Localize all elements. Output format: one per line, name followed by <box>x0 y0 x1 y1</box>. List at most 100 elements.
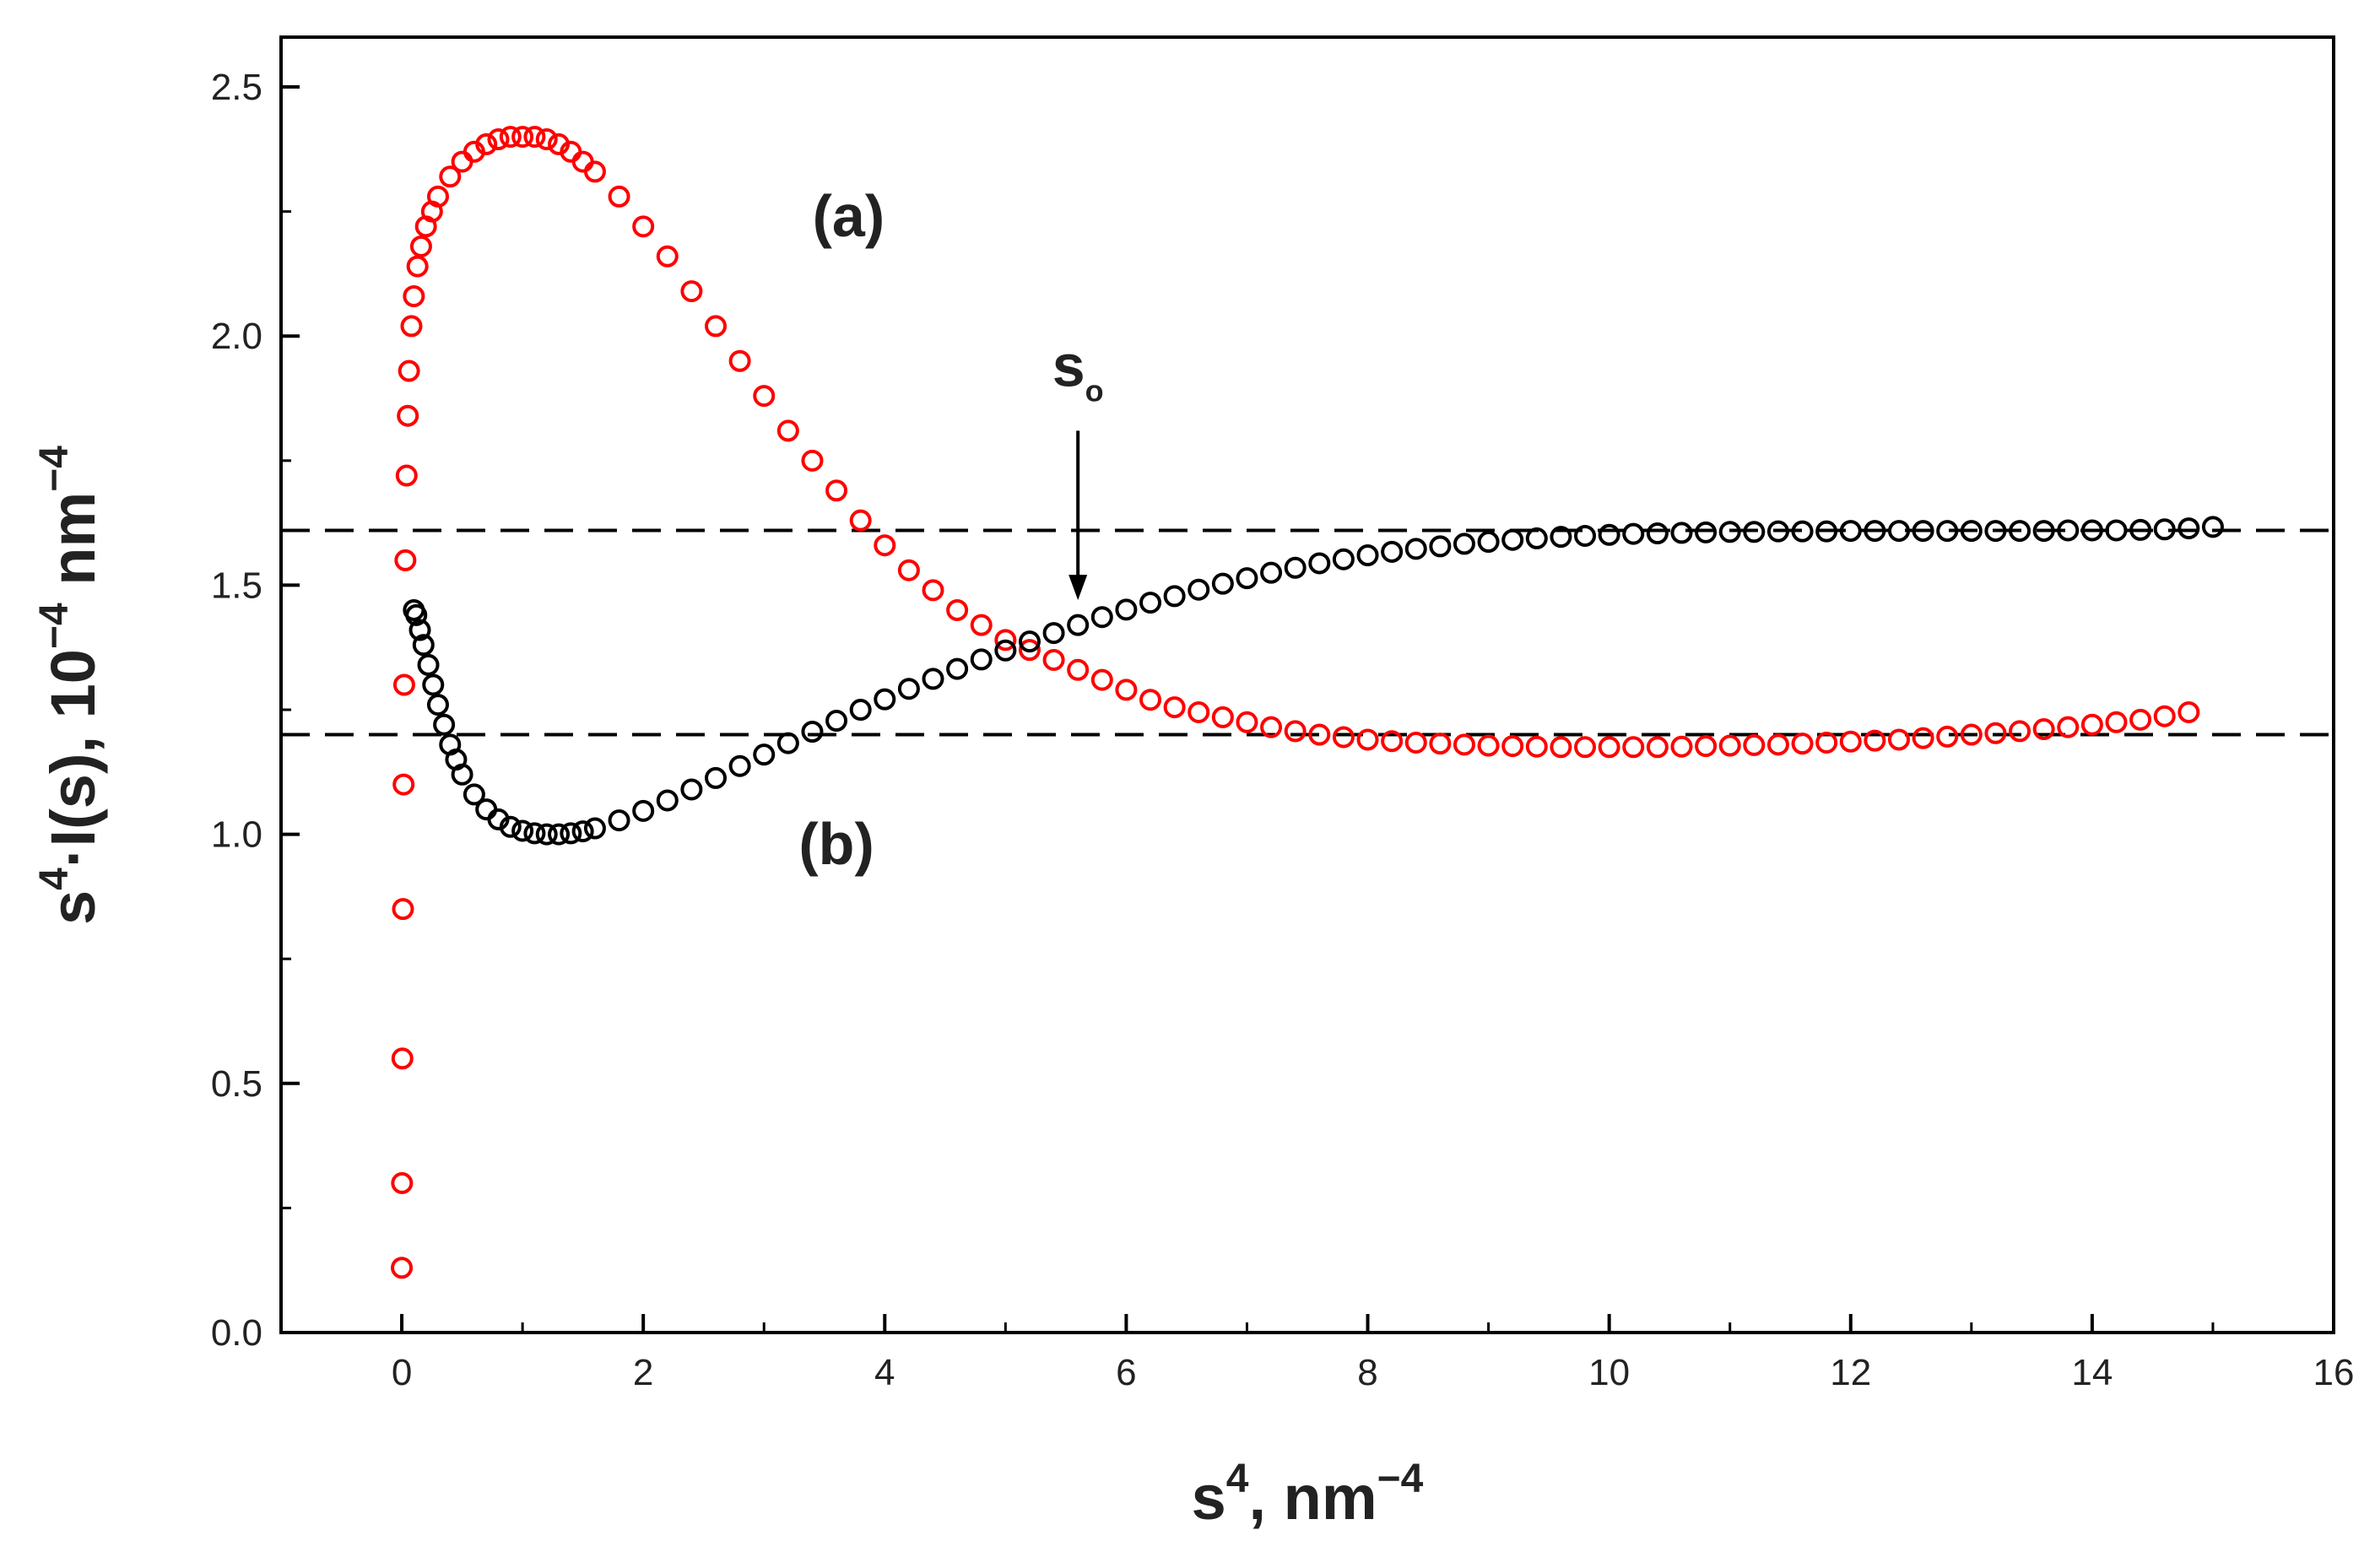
data-point <box>2009 720 2031 743</box>
plot-frame <box>279 35 2335 1334</box>
data-point <box>2129 708 2152 731</box>
x-tick-label: 10 <box>1588 1352 1630 1393</box>
data-point <box>1332 726 1355 749</box>
data-point <box>1139 592 1162 614</box>
data-point <box>897 678 920 700</box>
x-tick-label: 14 <box>2071 1352 2113 1393</box>
data-point <box>753 385 776 408</box>
data-point <box>1332 548 1355 570</box>
data-point <box>753 743 776 766</box>
data-point <box>1477 734 1500 757</box>
data-point <box>1743 733 1766 756</box>
so-arrow-head <box>1068 575 1088 601</box>
hlines-layer <box>281 528 2334 737</box>
data-point <box>1839 730 1862 753</box>
x-tick-label: 12 <box>1830 1352 1871 1393</box>
data-point <box>1574 736 1597 759</box>
data-point <box>1525 527 1548 549</box>
data-point <box>1404 538 1427 560</box>
data-point <box>656 245 679 268</box>
data-point <box>994 629 1017 652</box>
data-point <box>1960 520 1983 543</box>
data-point <box>970 648 993 671</box>
y-axis-title: s4·I(s), 10−4 nm−4 <box>32 446 108 925</box>
x-tick-label: 8 <box>1357 1352 1377 1393</box>
data-point <box>1598 736 1620 759</box>
data-point <box>2105 519 2128 542</box>
y-tick-label: 0.5 <box>211 1063 262 1105</box>
data-point <box>1211 572 1234 595</box>
data-point <box>394 549 417 571</box>
data-point <box>400 315 423 338</box>
data-point <box>705 766 728 789</box>
data-point <box>1453 533 1475 555</box>
data-point <box>2153 705 2176 727</box>
data-point <box>1791 520 1814 543</box>
x-tick-label: 4 <box>874 1352 895 1393</box>
data-point <box>2080 519 2103 542</box>
data-point <box>2080 713 2103 736</box>
data-point <box>391 1171 414 1194</box>
so-label: so <box>1052 333 1104 408</box>
data-point <box>2129 518 2152 541</box>
data-point <box>392 773 415 796</box>
data-point <box>397 404 419 427</box>
data-point <box>1936 520 1959 543</box>
data-point <box>1501 528 1524 551</box>
data-point <box>2105 711 2128 733</box>
data-point <box>994 639 1017 662</box>
data-point <box>2057 716 2080 738</box>
series-layer <box>391 126 2224 1279</box>
data-point <box>1236 711 1258 733</box>
data-point <box>801 720 824 743</box>
data-point <box>391 1257 414 1279</box>
data-point <box>2032 718 2055 741</box>
data-point <box>1477 531 1500 554</box>
x-tick-label: 2 <box>633 1352 653 1393</box>
data-point <box>1356 544 1379 566</box>
data-point <box>970 614 993 636</box>
data-point <box>523 126 546 149</box>
data-point <box>632 799 655 822</box>
data-point <box>2153 518 2176 541</box>
data-point <box>2178 517 2200 540</box>
data-point <box>1429 733 1452 755</box>
data-point <box>680 280 703 303</box>
data-point <box>1404 731 1427 754</box>
data-point <box>1766 733 1789 756</box>
data-point <box>1284 556 1307 579</box>
data-point <box>1887 520 1910 543</box>
data-point <box>1622 736 1645 759</box>
data-point <box>1887 728 1910 751</box>
data-point <box>426 185 449 208</box>
curve-label-b: (b) <box>798 811 874 877</box>
data-point <box>849 699 872 722</box>
data-point <box>408 619 431 641</box>
data-point <box>511 819 534 842</box>
data-point <box>1695 521 1718 543</box>
data-point <box>511 126 534 149</box>
data-point <box>680 778 703 801</box>
y-tick-label: 1.5 <box>211 565 262 606</box>
data-point <box>2032 520 2055 543</box>
data-point <box>946 657 969 680</box>
data-point <box>1646 522 1669 545</box>
data-point <box>728 349 751 372</box>
data-point <box>392 898 414 921</box>
data-point <box>422 673 445 696</box>
data-point <box>728 754 751 777</box>
data-point <box>1622 522 1645 545</box>
data-point <box>1308 552 1331 575</box>
data-point <box>874 688 896 711</box>
data-point <box>417 653 440 676</box>
data-point <box>487 128 510 151</box>
data-point <box>463 783 485 806</box>
data-point <box>1308 723 1331 746</box>
data-point <box>1067 614 1090 636</box>
data-point <box>825 479 848 502</box>
data-point <box>946 598 969 621</box>
data-point <box>433 713 456 736</box>
axis-ticks <box>279 85 2335 1334</box>
data-point <box>1646 736 1669 759</box>
data-point <box>1236 567 1258 590</box>
